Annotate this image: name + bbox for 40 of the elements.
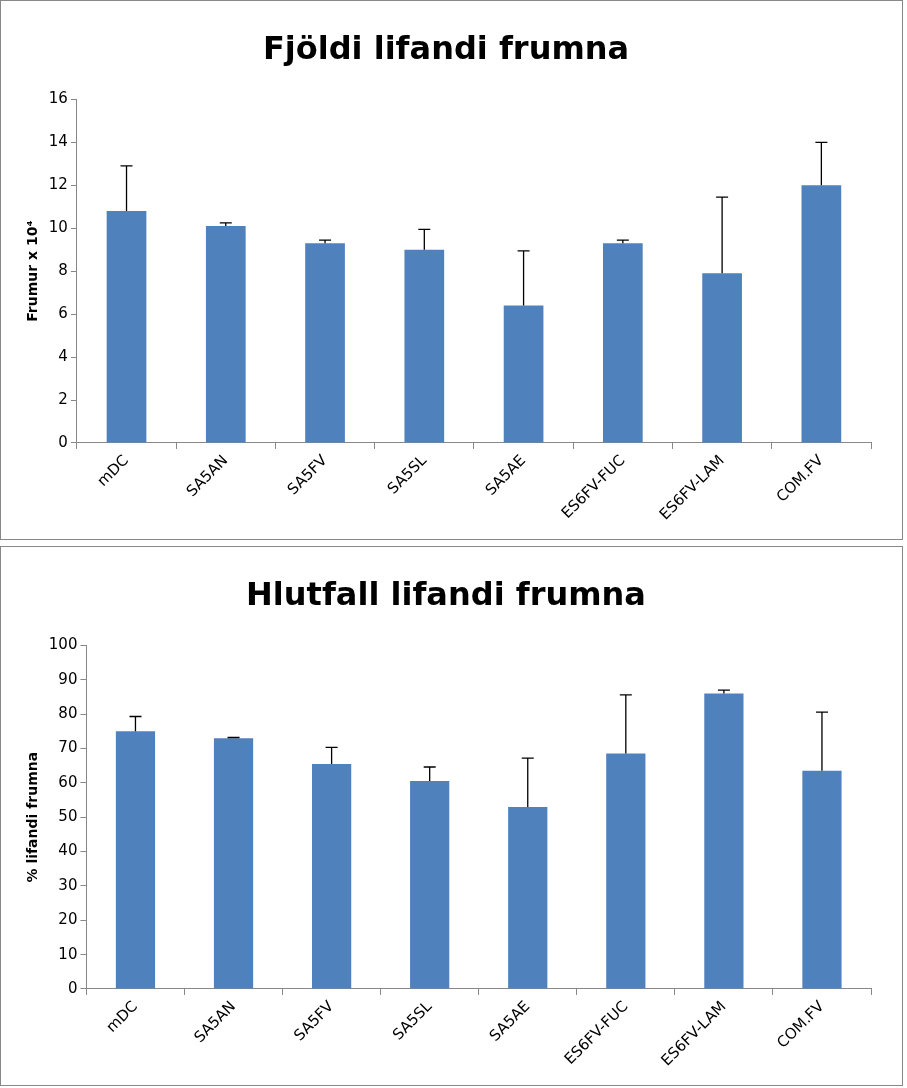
y-tick-label: 16: [48, 89, 68, 108]
bar: [106, 211, 147, 443]
y-tick-label: 70: [58, 738, 78, 757]
bar: [606, 753, 646, 989]
bar: [305, 243, 345, 443]
bar: [410, 781, 450, 989]
bar: [404, 249, 445, 443]
y-tick-label: 2: [58, 389, 68, 408]
y-tick-label: 80: [58, 704, 78, 722]
y-tick-label: 0: [67, 978, 78, 997]
y-tick-label: 6: [58, 304, 68, 323]
bar: [702, 273, 742, 443]
bar: [311, 763, 352, 989]
y-tick-label: 10: [58, 944, 78, 963]
bar: [704, 693, 744, 989]
bar: [802, 770, 842, 989]
bar: [115, 731, 156, 989]
y-tick-label: 60: [58, 772, 78, 791]
y-tick-label: 30: [58, 875, 78, 894]
y-tick-label: 10: [48, 218, 68, 237]
y-tick-label: 100: [48, 635, 78, 654]
y-tick-label: 0: [58, 432, 68, 451]
y-axis-title: Frumur x 10⁴: [24, 220, 41, 322]
y-tick-label: 14: [48, 132, 68, 151]
bar: [508, 806, 548, 989]
bar: [602, 243, 643, 443]
y-tick-label: 50: [58, 807, 78, 826]
bar: [213, 738, 254, 989]
y-tick-label: 8: [58, 261, 68, 280]
y-tick-label: 40: [58, 841, 78, 860]
y-tick-label: 90: [58, 669, 78, 688]
chart-title: Hlutfall lifandi frumna: [246, 574, 646, 613]
bar: [205, 226, 246, 443]
bar: [801, 185, 842, 443]
y-tick-label: 12: [48, 175, 68, 194]
y-tick-label: 4: [58, 346, 68, 365]
bar: [503, 305, 544, 443]
y-tick-label: 20: [58, 910, 78, 929]
chart-title: Fjöldi lifandi frumna: [262, 28, 630, 67]
y-axis-title: % lifandi frumna: [24, 751, 41, 883]
